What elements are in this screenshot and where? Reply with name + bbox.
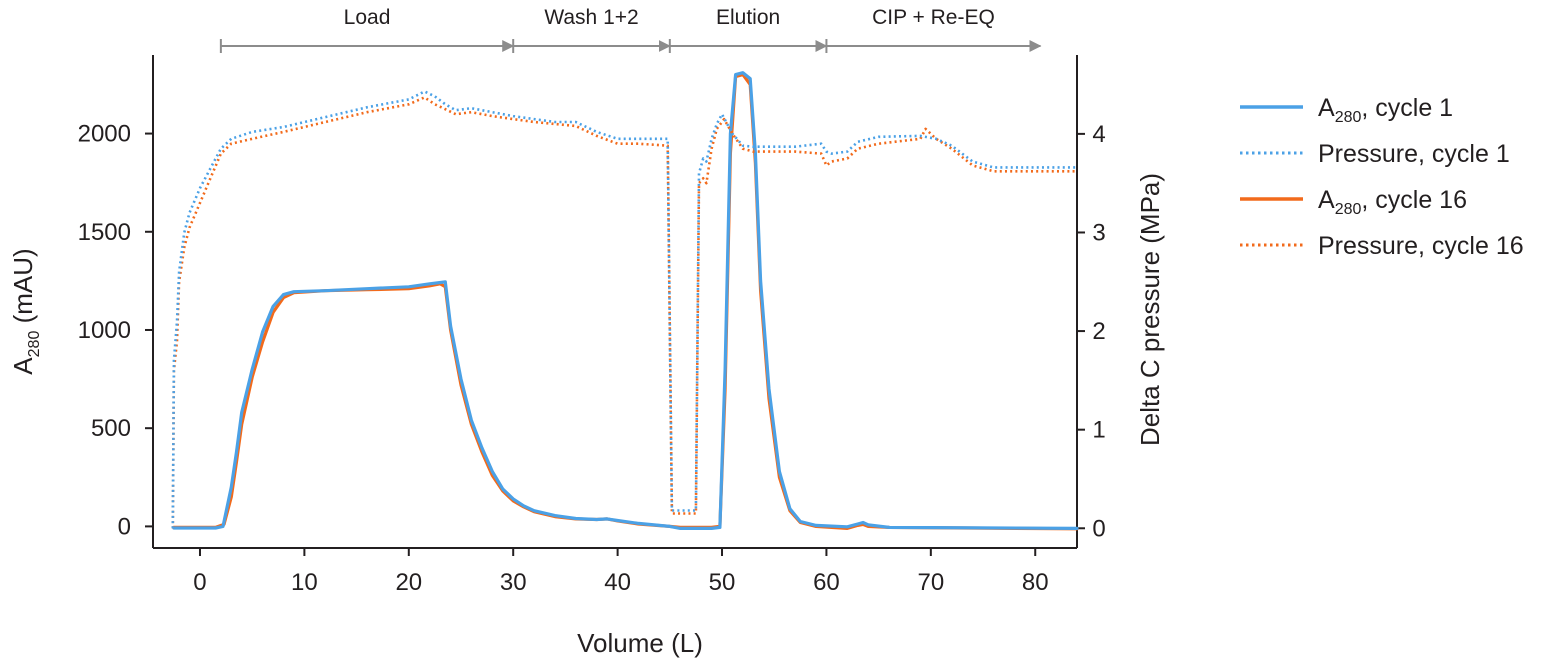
legend-label-a280-cycle-1: A280, cycle 1 <box>1318 94 1453 126</box>
y2-tick-label: 0 <box>1092 515 1105 542</box>
y2-tick-label: 3 <box>1092 219 1105 246</box>
x-tick-label: 40 <box>604 569 631 596</box>
series-line-a280-cycle1 <box>172 71 1079 530</box>
y2-tick-label: 1 <box>1092 417 1105 444</box>
legend-item-a280-cycle-1: A280, cycle 1 <box>1240 94 1453 126</box>
legend-label-a280-cycle-16: A280, cycle 16 <box>1318 186 1467 218</box>
y-axis-title: A280 (mAU) <box>8 248 43 374</box>
legend-label-pressure-cycle-1: Pressure, cycle 1 <box>1318 140 1510 168</box>
y-axis-title-unit: (mAU) <box>8 248 38 330</box>
x-tick-label: 10 <box>291 569 318 596</box>
y2-tick-label: 4 <box>1092 121 1105 148</box>
y-axis-title-main: A <box>8 357 38 375</box>
phase-annotations: Load Wash 1+2 Elution CIP + Re-EQ <box>219 6 1042 53</box>
y-tick-label: 2000 <box>78 121 131 148</box>
y2-tick-label: 2 <box>1092 318 1105 345</box>
y-tick-label: 1500 <box>78 219 131 246</box>
x-tick-label: 60 <box>813 569 840 596</box>
series-line-pressure-cycle16 <box>171 96 1077 529</box>
legend-label-pressure-cycle-16: Pressure, cycle 16 <box>1318 232 1524 260</box>
axes: 0 10 20 30 40 50 60 70 80 0 500 1000 1500 2000 0 1 2 3 4 <box>78 55 1106 596</box>
y-axis-title-subscript: 280 <box>26 331 43 358</box>
phase-label: Elution <box>716 6 780 29</box>
x-tick-label: 70 <box>917 569 944 596</box>
phase-label: CIP + Re-EQ <box>872 6 995 29</box>
y-tick-label: 500 <box>91 415 131 442</box>
x-tick-label: 80 <box>1022 569 1049 596</box>
y-tick-label: 1000 <box>78 317 131 344</box>
x-tick-label: 0 <box>193 569 206 596</box>
legend-item-pressure-cycle-1: Pressure, cycle 1 <box>1240 140 1510 168</box>
phase-label: Load <box>344 6 391 29</box>
legend-item-a280-cycle-16: A280, cycle 16 <box>1240 186 1467 218</box>
x-tick-label: 30 <box>500 569 527 596</box>
x-tick-label: 50 <box>709 569 736 596</box>
x-axis-title: Volume (L) <box>577 628 703 658</box>
phase-label: Wash 1+2 <box>544 6 638 29</box>
plot-area <box>171 71 1079 531</box>
legend: A280, cycle 1 Pressure, cycle 1 A280, cy… <box>1240 94 1524 260</box>
x-tick-label: 20 <box>395 569 422 596</box>
y-tick-label: 0 <box>118 513 131 540</box>
legend-item-pressure-cycle-16: Pressure, cycle 16 <box>1240 232 1524 260</box>
y2-axis-title: Delta C pressure (MPa) <box>1135 173 1165 446</box>
series-line-pressure-cycle1 <box>171 90 1077 529</box>
